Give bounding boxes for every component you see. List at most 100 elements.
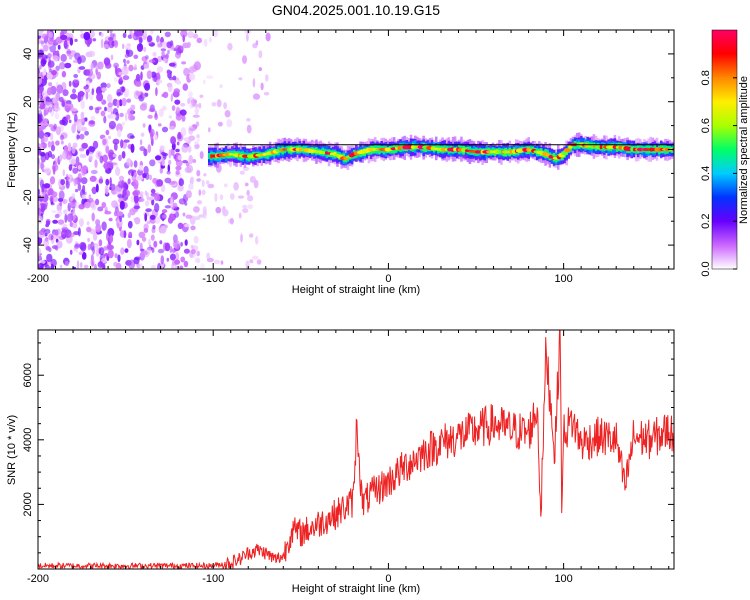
noise-cell (96, 92, 104, 102)
noise-cell (182, 42, 190, 49)
noise-cell (49, 132, 54, 141)
noise-cell (133, 160, 138, 168)
noise-cell (193, 216, 201, 221)
noise-cell (70, 108, 78, 112)
noise-cell (85, 40, 88, 45)
ridge-peak (395, 146, 398, 150)
noise-cell (79, 55, 86, 63)
noise-cell (162, 57, 167, 63)
y-tick-label: 6000 (22, 363, 34, 387)
noise-cell (79, 241, 87, 251)
noise-cell (203, 79, 206, 85)
noise-cell (164, 31, 171, 38)
noise-cell (51, 70, 57, 76)
noise-cell (136, 239, 140, 246)
noise-cell (68, 233, 75, 238)
noise-cell (149, 128, 155, 138)
noise-cell (185, 214, 193, 219)
colorbar-ticks: 0.0 0.2 0.4 0.6 0.8 (700, 70, 737, 277)
noise-cell (90, 115, 96, 121)
noise-cell (168, 149, 172, 159)
noise-cell (106, 93, 113, 103)
x-tick-label: -100 (202, 273, 224, 285)
noise-cell (105, 129, 110, 136)
spectrogram-x-axis-label: Height of straight line (km) (292, 284, 420, 296)
noise-cell (187, 145, 192, 153)
noise-cell (174, 265, 179, 269)
noise-cell (60, 53, 67, 62)
noise-cell (203, 173, 207, 177)
noise-cell (78, 165, 81, 170)
noise-cell (166, 257, 170, 262)
noise-cell (198, 102, 202, 109)
noise-cell (81, 142, 88, 149)
noise-cell (164, 205, 172, 209)
noise-cell (59, 61, 66, 70)
noise-cell (233, 182, 239, 191)
noise-cell (260, 82, 264, 91)
noise-cell (100, 32, 104, 38)
noise-cell (150, 188, 156, 194)
noise-cell (246, 117, 251, 122)
noise-cell (41, 89, 48, 98)
noise-cell (200, 263, 205, 269)
noise-cell (51, 210, 57, 214)
noise-cell (77, 118, 85, 122)
noise-cell (164, 242, 171, 252)
noise-cell (46, 72, 53, 80)
noise-cell (127, 113, 135, 121)
noise-cell (66, 100, 72, 105)
noise-cell (186, 164, 194, 174)
noise-cell (177, 131, 182, 140)
noise-cell (113, 261, 118, 267)
noise-cell (157, 55, 163, 63)
noise-cell (238, 212, 242, 219)
noise-cell (81, 194, 87, 200)
noise-cell (107, 102, 114, 108)
noise-cell (128, 259, 136, 269)
noise-cell (58, 96, 64, 103)
noise-cell (84, 130, 89, 136)
noise-cell (104, 185, 109, 195)
noise-cell (247, 195, 254, 202)
noise-cell (88, 146, 96, 152)
noise-cell (187, 31, 194, 39)
noise-cell (81, 126, 88, 132)
noise-cell (90, 201, 97, 211)
noise-cell (112, 153, 117, 158)
ridge-peak (372, 147, 376, 152)
noise-cell (134, 64, 137, 70)
noise-cell (199, 151, 204, 160)
noise-cell (196, 37, 203, 44)
noise-cell (62, 89, 69, 97)
noise-cell (180, 102, 186, 107)
noise-cell (73, 79, 80, 87)
noise-cell (60, 229, 68, 239)
noise-cell (253, 179, 259, 189)
noise-cell (101, 221, 107, 231)
noise-cell (39, 179, 45, 189)
noise-cell (135, 30, 142, 40)
noise-cell (55, 126, 62, 136)
noise-cell (43, 110, 47, 117)
ridge-peak (368, 147, 375, 152)
noise-cell (55, 140, 60, 146)
noise-cell (79, 66, 86, 70)
noise-cell (150, 71, 157, 78)
noise-cell (78, 251, 84, 256)
noise-cell (182, 83, 189, 91)
noise-cell (180, 30, 188, 38)
noise-cell (182, 160, 189, 164)
noise-cell (41, 54, 48, 60)
noise-cell (175, 80, 182, 85)
noise-cell (70, 93, 78, 100)
noise-cell (162, 214, 166, 219)
noise-cell (161, 41, 168, 49)
noise-cell (164, 177, 172, 184)
snr-x-axis-label: Height of straight line (km) (292, 583, 420, 595)
ridge-peak (422, 145, 427, 149)
noise-cell (190, 225, 196, 231)
noise-cell (147, 144, 152, 153)
noise-cell (153, 240, 158, 248)
noise-cell (161, 50, 165, 58)
